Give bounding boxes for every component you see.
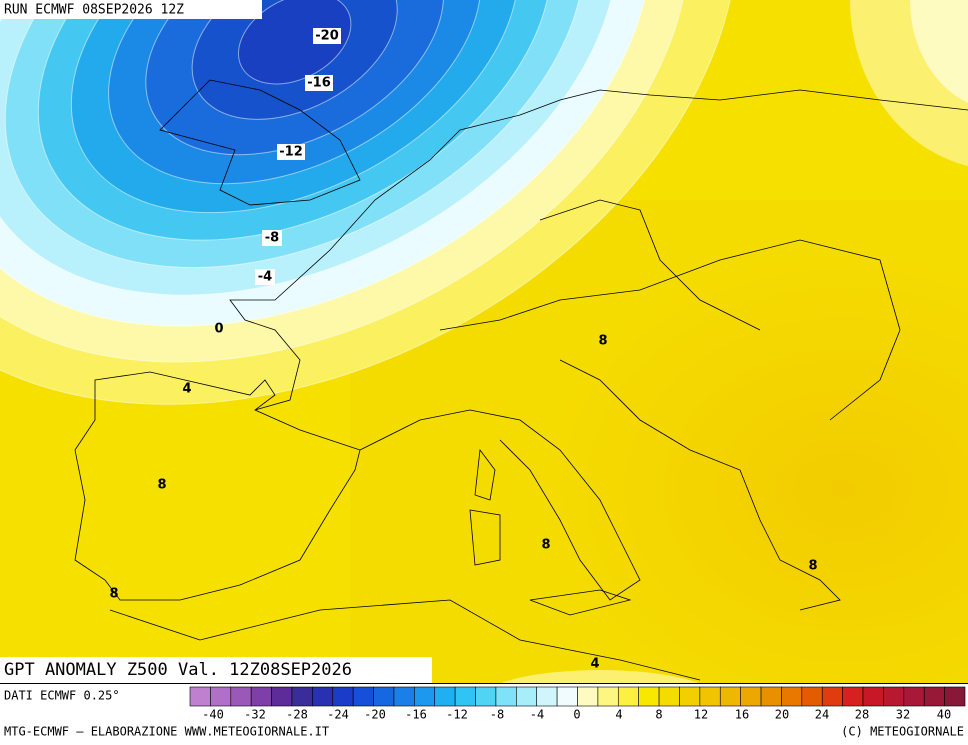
scale-swatch — [291, 686, 313, 707]
contour-labels: -20 -16 -12 -8 -4 0 4 8 8 8 8 8 4 — [109, 28, 818, 672]
pale-area — [910, 0, 968, 103]
title-box — [0, 657, 432, 683]
scale-swatch — [740, 686, 762, 707]
scale-swatch — [332, 686, 354, 707]
scale-label: 4 — [615, 708, 622, 722]
scale-swatch — [923, 686, 945, 707]
scale-label: -12 — [446, 708, 468, 722]
scale-swatch — [495, 686, 517, 707]
anomaly-band — [237, 0, 352, 85]
scale-swatch — [352, 686, 374, 707]
contour-label: -12 — [279, 145, 303, 160]
scale-label: -28 — [286, 708, 308, 722]
scale-swatch — [821, 686, 843, 707]
scale-swatch — [414, 686, 436, 707]
scale-swatch — [679, 686, 701, 707]
scale-swatch — [393, 686, 415, 707]
scale-swatch — [638, 686, 660, 707]
scale-label: -24 — [327, 708, 349, 722]
contour-label: 8 — [157, 478, 166, 493]
label-box — [277, 144, 305, 160]
scale-swatch — [617, 686, 639, 707]
scale-label: 40 — [937, 708, 951, 722]
footer-credit: MTG-ECMWF – ELABORAZIONE WWW.METEOGIORNA… — [4, 725, 329, 739]
scale-swatch — [373, 686, 395, 707]
scale-label: 0 — [573, 708, 580, 722]
contour-label: -4 — [258, 270, 272, 285]
scale-label: -20 — [364, 708, 386, 722]
scale-swatch — [944, 686, 966, 707]
contour-label: 8 — [109, 587, 118, 602]
scale-swatch — [719, 686, 741, 707]
scale-swatch — [781, 686, 803, 707]
scale-label: -4 — [530, 708, 544, 722]
scale-label: -40 — [202, 708, 224, 722]
scale-label: 20 — [775, 708, 789, 722]
map: -20 -16 -12 -8 -4 0 4 8 8 8 8 8 4 — [0, 0, 968, 683]
scale-label: 8 — [655, 708, 662, 722]
scale-label: 24 — [815, 708, 829, 722]
run-label: RUN ECMWF 08SEP2026 12Z — [4, 3, 184, 18]
scale-swatch — [434, 686, 456, 707]
scale-swatch — [801, 686, 823, 707]
contour-label: 4 — [182, 382, 191, 397]
scale-label: -32 — [244, 708, 266, 722]
contour-label: 8 — [541, 538, 550, 553]
color-scale: -40 -32 -28 -24 -20 -16 -12 -8 -4 0 4 8 12 16 20 24 28 32… — [189, 686, 966, 722]
scale-swatch — [556, 686, 578, 707]
footer-copyright: (C) METEOGIORNALE — [841, 725, 964, 739]
scale-swatch — [658, 686, 680, 707]
contour-label: 8 — [598, 334, 607, 349]
label-box — [255, 269, 275, 285]
label-box — [313, 28, 341, 44]
scale-swatch — [210, 686, 232, 707]
scale-label: 28 — [855, 708, 869, 722]
scale-swatch — [883, 686, 905, 707]
scale-swatch — [516, 686, 538, 707]
pale-area — [501, 670, 699, 683]
scale-swatch — [312, 686, 334, 707]
scale-swatch — [760, 686, 782, 707]
scale-swatch — [903, 686, 925, 707]
scale-swatch — [271, 686, 293, 707]
scale-swatch — [250, 686, 272, 707]
scale-label: -8 — [490, 708, 504, 722]
scale-label: 16 — [735, 708, 749, 722]
scale-label: -16 — [405, 708, 427, 722]
label-box — [262, 230, 282, 246]
scale-swatch — [842, 686, 864, 707]
run-box — [0, 0, 262, 19]
label-box — [305, 75, 333, 91]
scale-swatch — [189, 686, 211, 707]
scale-swatch — [577, 686, 599, 707]
scale-swatch — [699, 686, 721, 707]
scale-swatch — [454, 686, 476, 707]
coastlines — [74, 79, 968, 681]
scale-swatch — [475, 686, 497, 707]
map-title: GPT ANOMALY Z500 Val. 12Z08SEP2026 — [4, 660, 352, 680]
scale-swatch — [536, 686, 558, 707]
contour-label: -16 — [307, 76, 331, 91]
contour-label: -20 — [315, 29, 339, 44]
cold-anomaly — [0, 0, 739, 405]
contour-label: 4 — [590, 657, 599, 672]
contour-label: 0 — [214, 322, 223, 337]
scale-swatch — [862, 686, 884, 707]
scale-label: 12 — [694, 708, 708, 722]
data-source: DATI ECMWF 0.25° — [4, 689, 120, 703]
contour-label: 8 — [808, 559, 817, 574]
scale-swatch — [597, 686, 619, 707]
contour-label: -8 — [265, 231, 279, 246]
scale-swatch — [230, 686, 252, 707]
scale-label: 32 — [896, 708, 910, 722]
